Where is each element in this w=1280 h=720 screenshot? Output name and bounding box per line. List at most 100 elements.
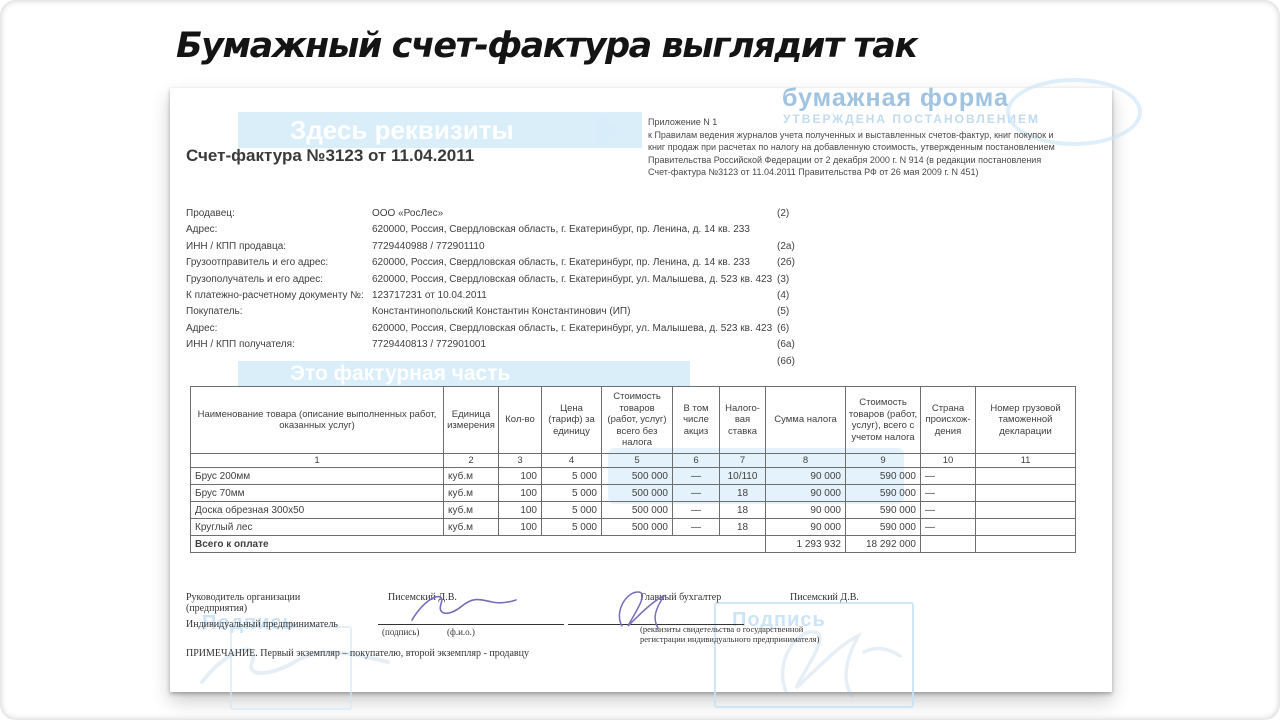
- cell-unit: куб.м: [443, 484, 499, 502]
- requisite-label: Продавец:: [186, 208, 235, 219]
- cell-unit: куб.м: [443, 501, 499, 519]
- column-number: 1: [190, 453, 444, 468]
- requisite-code: (6б): [777, 355, 795, 367]
- legal-line: Счет-фактура №3123 от 11.04.2011 Правите…: [648, 167, 979, 178]
- cell-excise: —: [672, 467, 720, 485]
- column-header: Стоимость товаров (работ, услуг), всего …: [845, 386, 921, 454]
- requisite-value: 620000, Россия, Свердловская область, г.…: [372, 257, 750, 269]
- table-row: Брус 200мм куб.м 100 5 000 500 000 — 10/…: [190, 467, 1076, 485]
- cell-declaration: [975, 501, 1076, 519]
- column-header: В том числе акциз: [672, 386, 720, 454]
- cell-country: —: [920, 518, 976, 536]
- column-number-row: 1 2 3 4 5 6 7 8 9 10 11: [190, 453, 1076, 468]
- column-header: Кол-во: [498, 386, 542, 454]
- column-number: 2: [443, 453, 499, 468]
- requisite-label: Грузополучатель и его адрес:: [186, 273, 323, 285]
- head-of-org-label2: (предприятия): [186, 603, 248, 614]
- cell-tax-sum: 90 000: [765, 467, 846, 485]
- cell-country: —: [920, 467, 976, 485]
- invoice-title: Счет-фактура №3123 от 11.04.2011: [186, 146, 475, 165]
- cell-price: 5 000: [541, 501, 602, 519]
- column-header: Сумма налога: [765, 386, 846, 454]
- column-number: 11: [975, 453, 1076, 468]
- cell-qty: 100: [498, 501, 542, 519]
- column-number: 10: [920, 453, 976, 468]
- cell-cost-with-tax: 590 000: [845, 484, 921, 502]
- cell-declaration: [975, 467, 1076, 485]
- column-header: Номер грузовой таможенной декларации: [975, 386, 1076, 454]
- cell-price: 5 000: [541, 518, 602, 536]
- signature-line: [378, 624, 564, 625]
- invoice-document: Приложение N 1 к Правилам ведения журнал…: [170, 88, 1112, 692]
- requisite-row: ИНН / КПП получателя: 7729440813 / 77290…: [186, 339, 986, 355]
- column-header: Налого- вая ставка: [719, 386, 766, 454]
- ip-requisites-caption2: регистрации индивидуального предпринимат…: [640, 634, 820, 644]
- requisites-block: Продавец: ООО «РосЛес» (2) Адрес: 620000…: [186, 208, 986, 372]
- cell-cost-no-tax: 500 000: [601, 518, 673, 536]
- cell-tax-rate: 18: [719, 518, 766, 536]
- cell-qty: 100: [498, 518, 542, 536]
- requisite-code: (3): [777, 273, 790, 285]
- requisite-label: ИНН / КПП получателя:: [186, 339, 295, 351]
- cell-item-name: Брус 70мм: [190, 484, 444, 502]
- column-number: 9: [845, 453, 921, 468]
- requisite-code: (4): [777, 289, 790, 301]
- signature-scrawl-icon: [411, 595, 517, 621]
- head-name: Писемский Д.В.: [388, 592, 457, 603]
- cell-country: —: [920, 501, 976, 519]
- requisite-row: Покупатель: Константинопольский Констант…: [186, 306, 986, 322]
- total-with-tax: 18 292 000: [845, 535, 921, 553]
- accountant-signature-scrawl-icon: [618, 591, 666, 629]
- requisite-value: 620000, Россия, Свердловская область, г.…: [372, 273, 773, 285]
- requisite-row: Адрес: 620000, Россия, Свердловская обла…: [186, 224, 986, 240]
- signature-caption: (подпись): [382, 627, 420, 637]
- requisite-value: 7729440988 / 772901110: [372, 240, 485, 252]
- cell-unit: куб.м: [443, 467, 499, 485]
- requisite-row: Продавец: ООО «РосЛес» (2): [186, 208, 986, 224]
- slide-title: Бумажный счет-фактура выглядит так: [176, 26, 918, 66]
- cell-tax-sum: 90 000: [765, 518, 846, 536]
- legal-line: к Правилам ведения журналов учета получе…: [648, 129, 1054, 140]
- cell-item-name: Доска обрезная 300x50: [190, 501, 444, 519]
- column-number: 5: [601, 453, 673, 468]
- table-row: Брус 70мм куб.м 100 5 000 500 000 — 18 9…: [190, 484, 1076, 502]
- cell-tax-sum: 90 000: [765, 501, 846, 519]
- requisite-value: ООО «РосЛес»: [372, 208, 444, 219]
- accountant-name: Писемский Д.В.: [790, 592, 859, 603]
- cell-qty: 100: [498, 467, 542, 485]
- cell-cost-with-tax: 590 000: [845, 501, 921, 519]
- invoice-page: Здесь реквизиты бумажная форма УТВЕРЖДЕН…: [170, 78, 1142, 710]
- cell-tax-rate: 18: [719, 484, 766, 502]
- invoice-items-table: Наименование товара (описание выполненны…: [190, 386, 1076, 553]
- individual-entrepreneur-label: Индивидуальный предприниматель: [186, 619, 338, 630]
- requisite-label: К платежно-расчетному документу №:: [186, 289, 364, 301]
- cell-price: 5 000: [541, 467, 602, 485]
- requisite-code: (2): [777, 208, 790, 219]
- cell-unit: куб.м: [443, 518, 499, 536]
- note-text: ПРИМЕЧАНИЕ. Первый экземпляр – покупател…: [186, 648, 530, 659]
- empty-cell: [975, 535, 1076, 553]
- cell-cost-with-tax: 590 000: [845, 467, 921, 485]
- column-header: Единица измерения: [443, 386, 499, 454]
- cell-cost-no-tax: 500 000: [601, 467, 673, 485]
- requisite-value: 620000, Россия, Свердловская область, г.…: [372, 322, 773, 334]
- legal-line: Приложение N 1: [648, 117, 718, 127]
- requisite-value: Константинопольский Константин Константи…: [372, 306, 631, 318]
- column-header: Стоимость товаров (работ, услуг) всего б…: [601, 386, 673, 454]
- cell-cost-with-tax: 590 000: [845, 518, 921, 536]
- table-header-row: Наименование товара (описание выполненны…: [190, 386, 1076, 454]
- cell-cost-no-tax: 500 000: [601, 484, 673, 502]
- requisite-code: (6а): [777, 339, 795, 351]
- requisite-code: (6): [777, 322, 790, 334]
- requisite-label: Адрес:: [186, 322, 218, 334]
- empty-cell: [920, 535, 976, 553]
- requisite-row: Адрес: 620000, Россия, Свердловская обла…: [186, 323, 986, 339]
- cell-price: 5 000: [541, 484, 602, 502]
- table-total-row: Всего к оплате 1 293 932 18 292 000: [190, 535, 1076, 553]
- column-header: Страна происхож- дения: [920, 386, 976, 454]
- cell-item-name: Круглый лес: [190, 518, 444, 536]
- requisite-label: Адрес:: [186, 224, 218, 236]
- requisite-value: 7729440813 / 772901001: [372, 339, 487, 351]
- cell-declaration: [975, 484, 1076, 502]
- cell-item-name: Брус 200мм: [190, 467, 444, 485]
